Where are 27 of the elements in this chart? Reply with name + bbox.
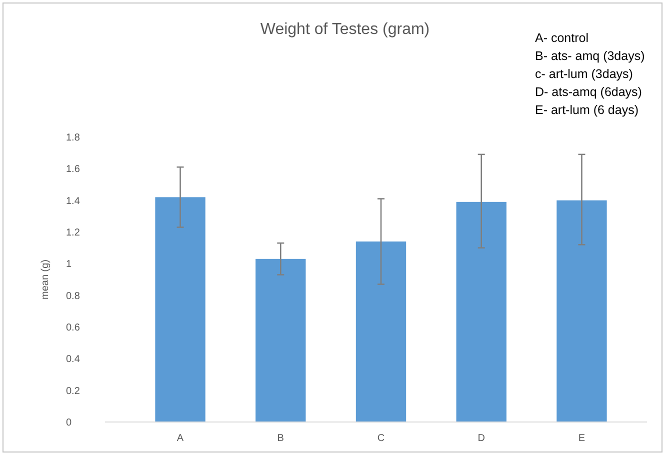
- y-tick-label: 1.4: [66, 196, 80, 207]
- x-tick-label: C: [377, 433, 385, 444]
- y-tick-label: 0.6: [66, 322, 80, 334]
- y-tick-label: 0.8: [66, 290, 80, 302]
- y-tick-label: 1.6: [66, 164, 80, 176]
- x-tick-label: A: [176, 433, 184, 444]
- y-axis-title: mean (g): [40, 259, 51, 300]
- x-tick-label: B: [277, 433, 284, 444]
- y-tick-label: 0: [66, 418, 72, 428]
- bar: [456, 202, 506, 422]
- x-tick-label: E: [578, 433, 586, 444]
- text: c- art-lum (3days): [535, 67, 633, 81]
- bar: [356, 242, 406, 422]
- text: A- control: [535, 31, 588, 45]
- y-tick-label: 1.2: [66, 228, 80, 238]
- bar: [256, 258, 306, 422]
- bar: [155, 197, 206, 422]
- x-tick-label: D: [478, 433, 485, 444]
- text: B- ats- amq (3days): [535, 49, 645, 63]
- chart-title: Weight of Testes (gram): [260, 21, 430, 38]
- bar: [556, 200, 607, 422]
- y-tick-label: 0.2: [66, 386, 80, 397]
- text: D- ats-amq (6days): [535, 85, 642, 99]
- y-tick-label: 1: [66, 259, 72, 270]
- y-tick-label: 0.4: [66, 354, 80, 366]
- y-tick-label: 1.8: [66, 132, 80, 144]
- text: E- art-lum (6 days): [535, 103, 638, 117]
